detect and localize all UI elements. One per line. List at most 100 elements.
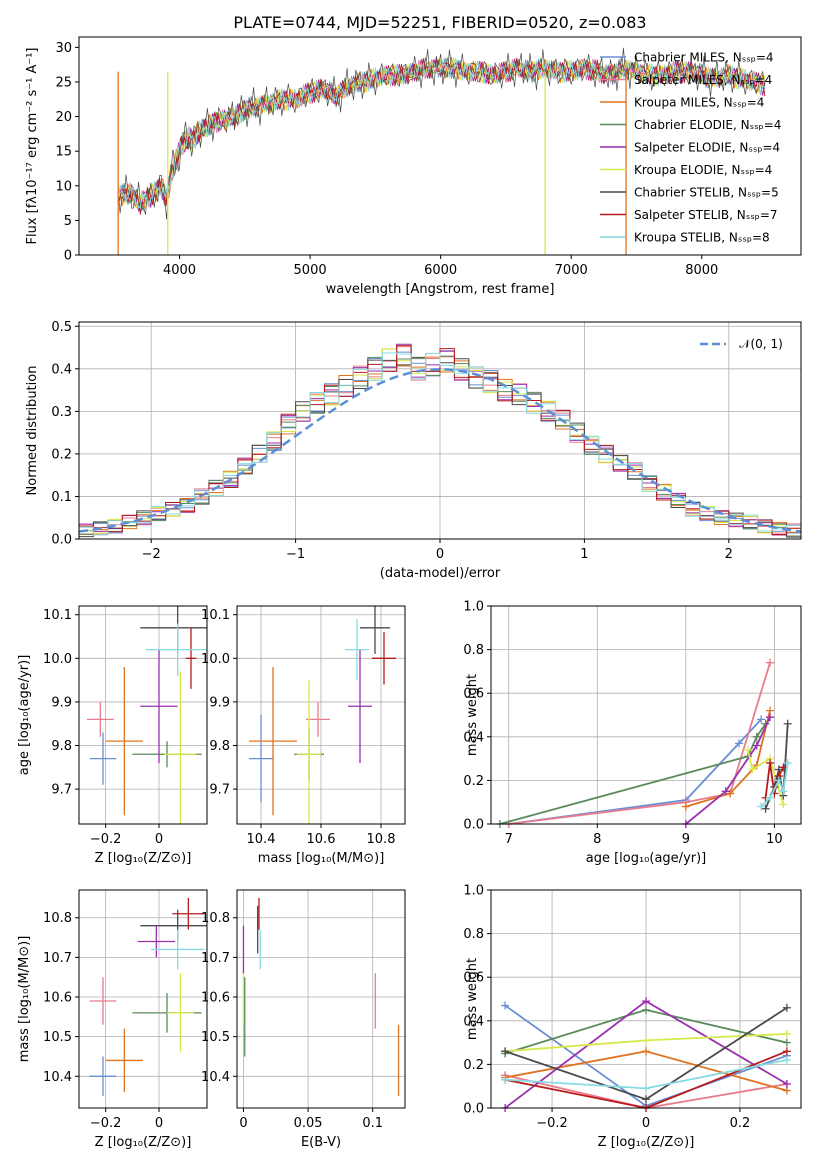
panel-3: −0.2 0 9.7 9.8 9.9 10.0 10.1 Z [log₁₀(Z/Z⊙)] age… xyxy=(17,605,208,866)
mass-weight-marker xyxy=(757,802,766,811)
y-tick-label: 9.9 xyxy=(51,695,72,710)
y-tick-label: 9.7 xyxy=(209,783,230,798)
spectrum-line xyxy=(117,47,766,220)
legend: Chabrier MILES, Nₛₛₚ=4 Salpeter MILES, Nₛ… xyxy=(600,51,781,245)
y-tick-label: 10.4 xyxy=(201,1070,230,1085)
mass-weight-marker xyxy=(726,789,735,798)
legend-label: Chabrier ELODIE, Nₛₛₚ=4 xyxy=(634,118,781,132)
panel-6: −0.2 0 10.4 10.5 10.6 10.7 10.8 Z [log₁₀(Z/Z⊙)]… xyxy=(17,889,208,1150)
mass-weight-marker xyxy=(501,1075,510,1084)
mass-weight-marker xyxy=(642,1095,650,1104)
spectrum-line xyxy=(117,57,766,209)
mass-weight-line xyxy=(685,716,771,824)
y-tick-label: 30 xyxy=(55,41,72,56)
plot-frame xyxy=(78,889,208,1109)
x-tick-label: 0.2 xyxy=(730,1116,751,1131)
x-tick-label: −0.2 xyxy=(90,1116,122,1131)
mass-weight-marker xyxy=(779,763,788,772)
plot-frame xyxy=(490,605,802,825)
y-tick-label: 10.7 xyxy=(201,951,230,966)
y-tick-label: 0.2 xyxy=(51,447,72,462)
mass-weight-marker xyxy=(642,1036,650,1045)
legend-label: Kroupa STELIB, Nₛₛₚ=8 xyxy=(634,231,770,245)
mass-weight-marker xyxy=(783,719,792,728)
plot-frame xyxy=(236,605,406,825)
mass-weight-marker xyxy=(642,997,650,1006)
x-tick-label: 7000 xyxy=(555,263,588,278)
y-tick-label: 0.0 xyxy=(463,1102,484,1117)
mass-weight-line xyxy=(504,1074,788,1108)
y-tick-label: 25 xyxy=(55,75,72,90)
spectrum-line xyxy=(117,57,766,215)
legend-label: Salpeter STELIB, Nₛₛₚ=7 xyxy=(634,208,778,222)
x-tick-label: 10.4 xyxy=(247,832,276,847)
y-tick-label: 10.0 xyxy=(43,652,72,667)
x-tick-label: 10.8 xyxy=(367,832,396,847)
y-tick-label: 10.5 xyxy=(201,1030,230,1045)
mass-weight-marker xyxy=(721,787,730,796)
x-tick-label: 0.1 xyxy=(362,1116,383,1131)
y-axis-label: mass weight xyxy=(465,958,480,1040)
mass-weight-marker xyxy=(779,800,788,809)
mass-weight-marker xyxy=(782,1056,791,1065)
y-tick-label: 0.0 xyxy=(51,533,72,548)
panel-5: 7 8 9 10 0.0 0.2 0.4 0.6 0.8 1.0 age [log₁₀(age/yr… xyxy=(463,600,802,866)
normal-curve xyxy=(78,368,802,533)
x-axis-label: mass [log₁₀(M/M⊙)] xyxy=(258,851,385,866)
mass-weight-marker xyxy=(642,1084,650,1093)
chart-title: PLATE=0744, MJD=52251, FIBERID=0520, z=0… xyxy=(233,13,646,32)
panel-4: 10.4 10.6 10.8 9.7 9.8 9.9 10.0 10.1 mass [log₁₀… xyxy=(201,605,406,866)
y-tick-label: 0.6 xyxy=(463,687,484,702)
mass-weight-marker xyxy=(766,793,774,802)
legend-label: Kroupa MILES, Nₛₛₚ=4 xyxy=(634,96,764,110)
legend-label: Chabrier MILES, Nₛₛₚ=4 xyxy=(634,51,774,65)
y-tick-label: 0.2 xyxy=(463,1058,484,1073)
x-tick-label: −1 xyxy=(286,547,305,562)
mass-weight-marker xyxy=(766,658,774,667)
y-tick-label: 10.5 xyxy=(43,1030,72,1045)
mass-weight-marker xyxy=(782,1080,791,1089)
y-tick-label: 10.6 xyxy=(201,991,230,1006)
plot-frame xyxy=(78,321,802,540)
spectrum-line xyxy=(117,57,766,209)
mass-weight-marker xyxy=(782,1038,791,1047)
legend-label: 𝒩(0, 1) xyxy=(739,337,783,351)
y-tick-label: 0.3 xyxy=(51,405,72,420)
panel-2: −2 −1 0 1 2 0.0 0.1 0.2 0.3 0.4 0.5 (data-model)/er… xyxy=(25,320,802,581)
x-tick-label: −0.2 xyxy=(90,832,122,847)
panel-1: 4000 5000 6000 7000 8000 0 5 10 15 20 25 30 waveleng… xyxy=(25,13,802,297)
y-tick-label: 0 xyxy=(64,249,72,264)
y-tick-label: 9.8 xyxy=(51,739,72,754)
y-axis-label: Normed distribution xyxy=(25,366,40,496)
plot-frame xyxy=(236,889,406,1109)
y-tick-label: 10.8 xyxy=(201,911,230,926)
y-axis-label: mass [log₁₀(M/M⊙)] xyxy=(17,936,32,1063)
y-tick-label: 0.4 xyxy=(51,362,72,377)
y-axis-label: Flux [fλ10⁻¹⁷ erg cm⁻² s⁻¹ A⁻¹] xyxy=(25,48,40,245)
panel-8: −0.2 0 0.2 0.0 0.2 0.4 0.6 0.8 1.0 Z [log₁₀(Z/Z⊙)… xyxy=(463,884,802,1150)
x-tick-label: −2 xyxy=(142,547,161,562)
y-tick-label: 9.9 xyxy=(209,695,230,710)
mass-weight-line xyxy=(685,710,771,808)
x-axis-label: (data-model)/error xyxy=(380,566,501,581)
y-tick-label: 0.1 xyxy=(51,490,72,505)
y-axis-label: age [log₁₀(age/yr)] xyxy=(17,655,32,776)
x-tick-label: 0 xyxy=(436,547,444,562)
x-tick-label: 0 xyxy=(239,1116,247,1131)
y-tick-label: 10.1 xyxy=(43,608,72,623)
mass-weight-marker xyxy=(766,713,774,722)
x-tick-label: 10.6 xyxy=(307,832,336,847)
mass-weight-marker xyxy=(779,787,788,796)
x-tick-label: 2 xyxy=(725,547,733,562)
legend-label: Salpeter MILES, Nₛₛₚ=4 xyxy=(634,73,772,87)
mass-weight-marker xyxy=(783,758,792,767)
panel-7: 0 0.05 0.1 10.4 10.5 10.6 10.7 10.8 E(B-V) xyxy=(201,889,406,1150)
legend-label: Chabrier STELIB, Nₛₛₚ=5 xyxy=(634,186,779,200)
y-tick-label: 9.8 xyxy=(209,739,230,754)
y-tick-label: 0.4 xyxy=(463,730,484,745)
mass-weight-marker xyxy=(748,765,757,774)
histogram-step xyxy=(79,352,801,539)
y-tick-label: 10.0 xyxy=(201,652,230,667)
y-tick-label: 10.4 xyxy=(43,1070,72,1085)
